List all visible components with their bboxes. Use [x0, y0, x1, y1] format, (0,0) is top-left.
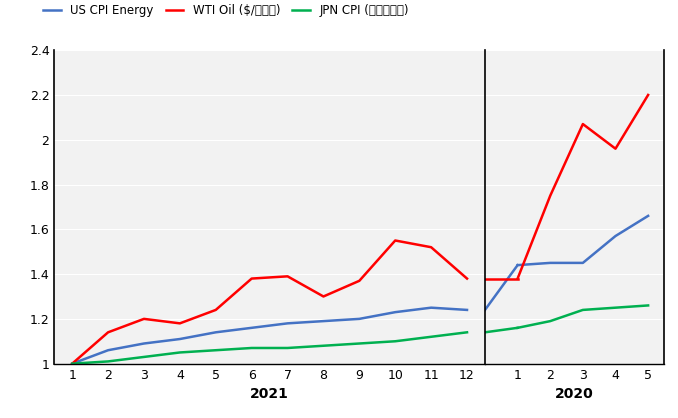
Legend: US CPI Energy, WTI Oil ($/バレル), JPN CPI (エネルギー): US CPI Energy, WTI Oil ($/バレル), JPN CPI …: [39, 0, 414, 22]
X-axis label: 2020: 2020: [555, 387, 594, 401]
X-axis label: 2021: 2021: [250, 387, 289, 401]
